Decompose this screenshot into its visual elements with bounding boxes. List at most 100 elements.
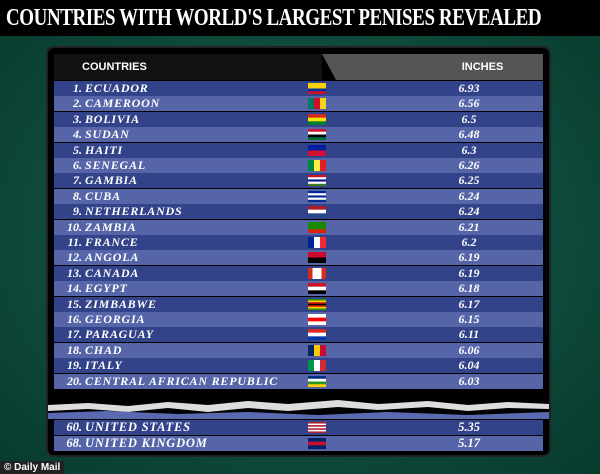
flag [308,375,326,387]
flag [308,98,326,110]
rank: 3. [73,111,82,126]
country: CAMEROON [85,96,161,111]
flag [308,83,326,94]
flag [308,237,326,248]
rank: 15. [67,296,82,311]
flag [308,175,326,187]
rank: 68. [66,436,82,450]
table-row: 9. NETHERLANDS 6.24 [54,204,543,220]
rank: 7. [73,173,82,188]
flag [308,283,326,295]
title: COUNTRIES WITH WORLD'S LARGEST PENISES R… [6,5,542,31]
table-row: 3. BOLIVIA 6.5 [54,111,543,127]
table-row: 17. PARAGUAY 6.11 [54,327,543,343]
rank: 17. [67,327,82,342]
table-row: 1. ECUADOR 6.93 [54,81,543,96]
country: ANGOLA [85,250,140,265]
country: EGYPT [85,281,128,296]
inches: 6.93 [458,81,480,95]
rank: 14. [67,281,82,296]
inches: 6.5 [461,111,477,126]
country: CENTRAL AFRICAN REPUBLIC [85,373,279,388]
country: GEORGIA [85,312,146,326]
torn-divider [48,387,549,419]
rank: 20. [67,373,82,388]
table-row: 14. EGYPT 6.18 [54,281,543,297]
rank: 2. [73,96,82,111]
inches: 5.17 [458,436,480,450]
flag [308,267,326,279]
country: ZAMBIA [85,219,137,234]
inches: 6.48 [458,127,480,142]
flag [308,160,326,171]
table-row: 60. UNITED STATES 5.35 [54,420,543,435]
table-row: 13. CANADA 6.19 [54,265,543,281]
inches: 6.2 [461,235,477,249]
country: ZIMBABWE [85,296,157,311]
table-row: 18. CHAD 6.06 [54,342,543,358]
inches: 6.19 [458,265,480,280]
flag [308,298,326,310]
flag [308,360,326,372]
country: CANADA [85,265,140,280]
rank: 16. [67,312,82,326]
flag [308,422,326,433]
country: UNITED KINGDOM [85,436,208,450]
country: SENEGAL [85,158,146,172]
inches: 6.11 [458,327,480,342]
inches: 6.56 [458,96,480,111]
country: NETHERLANDS [85,204,183,219]
table-row: 11. FRANCE 6.2 [54,235,543,250]
country: SUDAN [85,127,130,142]
country: ITALY [85,358,123,373]
country: CUBA [85,188,121,203]
country: ECUADOR [85,81,149,95]
rank: 10. [67,219,82,234]
country: BOLIVIA [85,111,140,126]
rank: 1. [73,81,82,95]
inches: 6.04 [458,358,480,373]
inches: 6.06 [458,342,480,357]
country: PARAGUAY [85,327,154,342]
header-inches: INCHES [322,54,543,80]
rank: 11. [67,235,82,249]
rank: 6. [73,158,82,172]
flag [308,221,326,233]
table-row: 20. CENTRAL AFRICAN REPUBLIC 6.03 [54,373,543,389]
footer: © Daily Mail [0,461,65,474]
inches: 5.35 [458,420,480,434]
flag [308,314,326,325]
country: GAMBIA [85,173,138,188]
flag [308,252,326,264]
rank: 5. [73,142,82,157]
rank: 18. [67,342,82,357]
rank: 9. [73,204,82,219]
title-bar: COUNTRIES WITH WORLD'S LARGEST PENISES R… [0,0,600,36]
table-row: 2. CAMEROON 6.56 [54,96,543,112]
table-row: 4. SUDAN 6.48 [54,127,543,143]
inches: 6.25 [458,173,480,188]
table-row: 8. CUBA 6.24 [54,188,543,204]
inches: 6.24 [458,204,480,219]
country: CHAD [85,342,123,357]
flag [308,344,326,356]
inches: 6.19 [458,250,480,265]
inches: 6.26 [458,158,480,172]
table-row: 6. SENEGAL 6.26 [54,158,543,173]
flag [308,206,326,218]
country: FRANCE [85,235,139,249]
table-row: 16. GEORGIA 6.15 [54,312,543,327]
rank: 13. [67,265,82,280]
flag [308,144,326,156]
table-row: 68. UNITED KINGDOM 5.17 [54,436,543,451]
flag [308,438,326,449]
table-row: 10. ZAMBIA 6.21 [54,219,543,235]
inches: 6.24 [458,188,480,203]
flag [308,190,326,202]
rank: 12. [67,250,82,265]
country: UNITED STATES [85,420,191,434]
inches: 6.21 [458,219,480,234]
table-row: 15. ZIMBABWE 6.17 [54,296,543,312]
inches: 6.3 [461,142,477,157]
